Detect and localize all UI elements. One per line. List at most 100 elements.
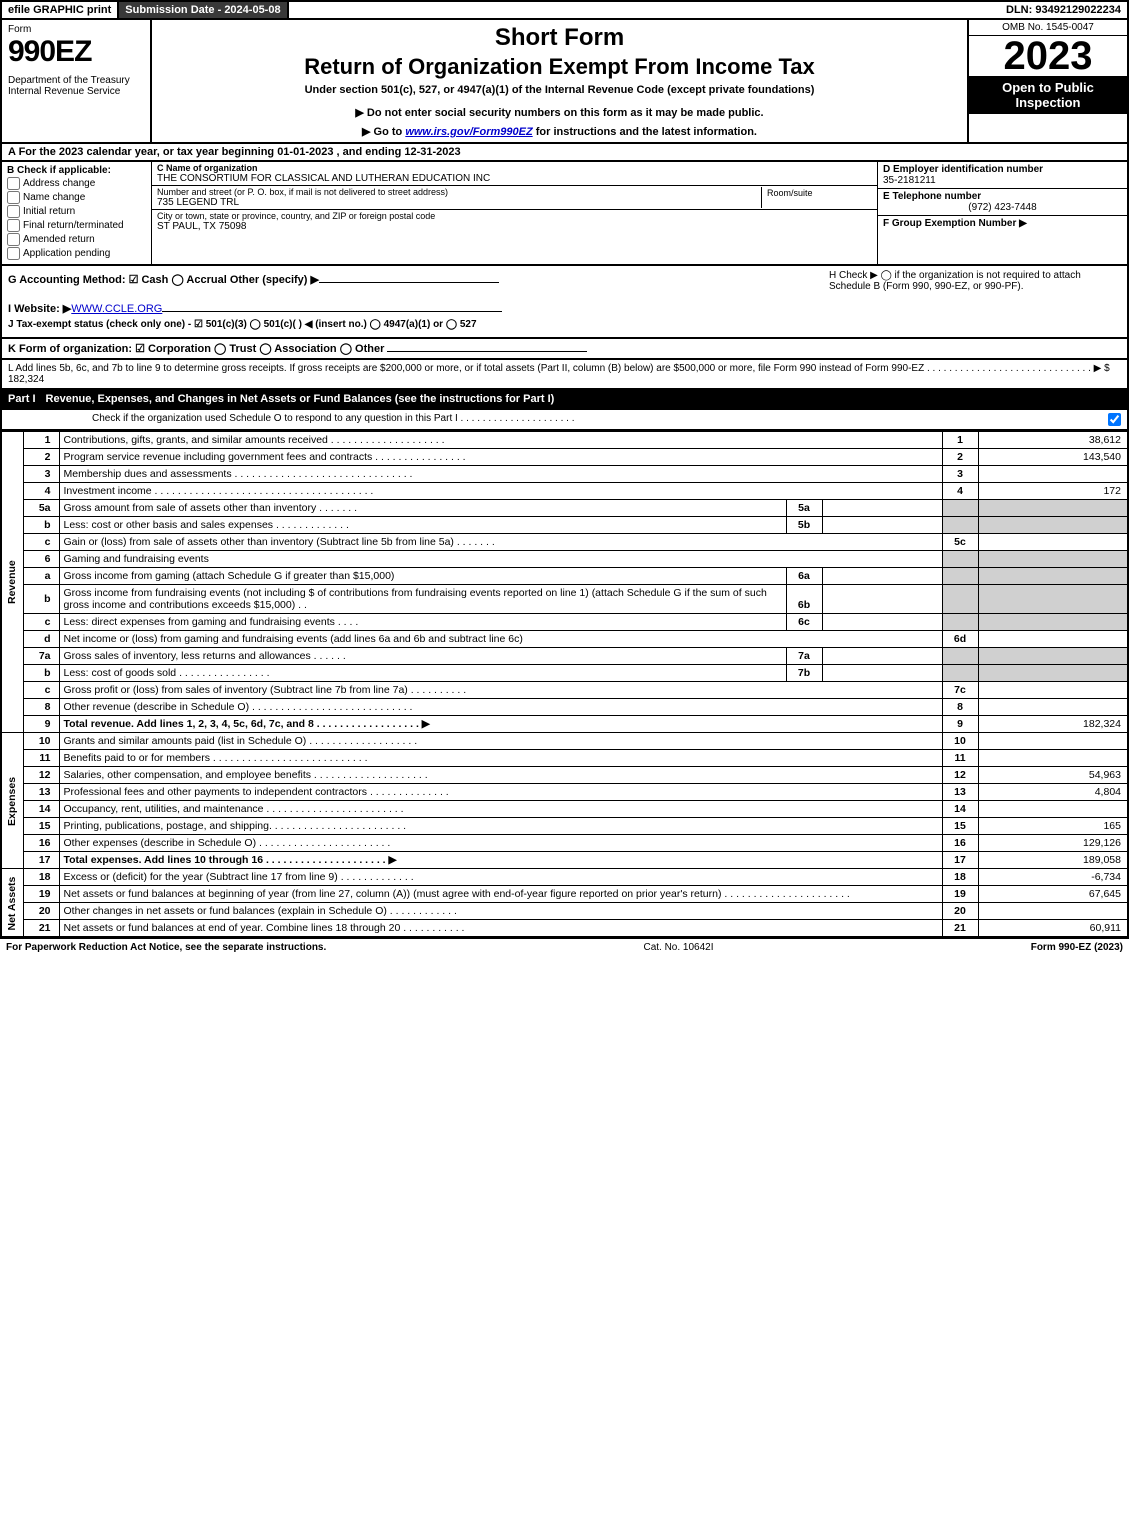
room-cell: Room/suite	[762, 187, 872, 208]
l19-val: 67,645	[978, 886, 1128, 903]
d-cell: D Employer identification number 35-2181…	[878, 162, 1127, 189]
l5b-mn: 5b	[786, 517, 822, 534]
footer-right: Form 990-EZ (2023)	[1031, 942, 1123, 953]
l5a-shv	[978, 500, 1128, 517]
form-header: Form 990EZ Department of the Treasury In…	[0, 18, 1129, 144]
l3-num: 3	[23, 466, 59, 483]
l17-b: Total expenses. Add lines 10 through 16 …	[64, 854, 397, 866]
checkbox-pending[interactable]	[7, 247, 20, 260]
footer-mid: Cat. No. 10642I	[643, 942, 713, 953]
l7c-desc: Gross profit or (loss) from sales of inv…	[59, 682, 942, 699]
l11-val	[978, 750, 1128, 767]
checkbox-final[interactable]	[7, 219, 20, 232]
checkbox-amended[interactable]	[7, 233, 20, 246]
l11-num: 11	[23, 750, 59, 767]
l6b-sh	[942, 585, 978, 614]
l10-num: 10	[23, 733, 59, 750]
l12-val: 54,963	[978, 767, 1128, 784]
check-pending[interactable]: Application pending	[7, 247, 146, 260]
line-6a: aGross income from gaming (attach Schedu…	[1, 568, 1128, 585]
line-6d: dNet income or (loss) from gaming and fu…	[1, 631, 1128, 648]
l15-desc: Printing, publications, postage, and shi…	[59, 818, 942, 835]
check-name-change[interactable]: Name change	[7, 191, 146, 204]
l6c-num: c	[23, 614, 59, 631]
part1-header: Part I Revenue, Expenses, and Changes in…	[0, 390, 1129, 410]
block-bcdef: B Check if applicable: Address change Na…	[0, 162, 1129, 266]
l6c-mn: 6c	[786, 614, 822, 631]
line-9: 9Total revenue. Add lines 1, 2, 3, 4, 5c…	[1, 716, 1128, 733]
f-label: F Group Exemption Number ▶	[883, 218, 1027, 229]
l8-rn: 8	[942, 699, 978, 716]
l6-desc: Gaming and fundraising events	[59, 551, 942, 568]
checkbox-name[interactable]	[7, 191, 20, 204]
under-section: Under section 501(c), 527, or 4947(a)(1)…	[162, 84, 957, 96]
l20-num: 20	[23, 903, 59, 920]
l13-val: 4,804	[978, 784, 1128, 801]
l6b-shv	[978, 585, 1128, 614]
part1-checkbox[interactable]	[1108, 413, 1121, 426]
l6c-mv	[822, 614, 942, 631]
dln: DLN: 93492129022234	[1000, 2, 1127, 18]
l12-rn: 12	[942, 767, 978, 784]
l4-val: 172	[978, 483, 1128, 500]
l2-desc: Program service revenue including govern…	[59, 449, 942, 466]
goto-link[interactable]: www.irs.gov/Form990EZ	[405, 126, 532, 138]
submission-date: Submission Date - 2024-05-08	[119, 2, 288, 18]
checkbox-initial[interactable]	[7, 205, 20, 218]
l5a-desc: Gross amount from sale of assets other t…	[59, 500, 786, 517]
footer: For Paperwork Reduction Act Notice, see …	[0, 938, 1129, 956]
l6a-shv	[978, 568, 1128, 585]
l5c-rn: 5c	[942, 534, 978, 551]
section-a-text: A For the 2023 calendar year, or tax yea…	[8, 146, 461, 158]
l7b-mv	[822, 665, 942, 682]
l6b-mn: 6b	[786, 585, 822, 614]
opt-1: Name change	[23, 192, 85, 203]
l16-rn: 16	[942, 835, 978, 852]
return-title: Return of Organization Exempt From Incom…	[162, 54, 957, 80]
l16-desc: Other expenses (describe in Schedule O) …	[59, 835, 942, 852]
efile-label[interactable]: efile GRAPHIC print	[2, 2, 119, 18]
l14-desc: Occupancy, rent, utilities, and maintena…	[59, 801, 942, 818]
check-amended[interactable]: Amended return	[7, 233, 146, 246]
checkbox-address[interactable]	[7, 177, 20, 190]
line-3: 3Membership dues and assessments . . . .…	[1, 466, 1128, 483]
line-6: 6Gaming and fundraising events	[1, 551, 1128, 568]
l21-desc: Net assets or fund balances at end of ye…	[59, 920, 942, 938]
line-4: 4Investment income . . . . . . . . . . .…	[1, 483, 1128, 500]
check-address-change[interactable]: Address change	[7, 177, 146, 190]
l19-rn: 19	[942, 886, 978, 903]
org-name-cell: C Name of organization THE CONSORTIUM FO…	[152, 162, 877, 186]
check-final[interactable]: Final return/terminated	[7, 219, 146, 232]
l6a-sh	[942, 568, 978, 585]
l10-rn: 10	[942, 733, 978, 750]
l1-rn: 1	[942, 432, 978, 449]
check-initial[interactable]: Initial return	[7, 205, 146, 218]
l12-desc: Salaries, other compensation, and employ…	[59, 767, 942, 784]
line-15: 15Printing, publications, postage, and s…	[1, 818, 1128, 835]
l5c-desc: Gain or (loss) from sale of assets other…	[59, 534, 942, 551]
l6a-desc: Gross income from gaming (attach Schedul…	[59, 568, 786, 585]
section-a: A For the 2023 calendar year, or tax yea…	[0, 144, 1129, 162]
line-5b: bLess: cost or other basis and sales exp…	[1, 517, 1128, 534]
l5b-desc: Less: cost or other basis and sales expe…	[59, 517, 786, 534]
line-10: Expenses 10Grants and similar amounts pa…	[1, 733, 1128, 750]
l7a-mn: 7a	[786, 648, 822, 665]
l18-desc: Excess or (deficit) for the year (Subtra…	[59, 869, 942, 886]
l15-num: 15	[23, 818, 59, 835]
l7b-desc: Less: cost of goods sold . . . . . . . .…	[59, 665, 786, 682]
l5b-sh	[942, 517, 978, 534]
header-left: Form 990EZ Department of the Treasury In…	[2, 20, 152, 142]
line-17: 17Total expenses. Add lines 10 through 1…	[1, 852, 1128, 869]
l7b-shv	[978, 665, 1128, 682]
city-cell: City or town, state or province, country…	[152, 210, 877, 233]
l15-val: 165	[978, 818, 1128, 835]
l2-rn: 2	[942, 449, 978, 466]
l6d-num: d	[23, 631, 59, 648]
website-link[interactable]: WWW.CCLE.ORG	[71, 303, 162, 315]
l1-val: 38,612	[978, 432, 1128, 449]
line-16: 16Other expenses (describe in Schedule O…	[1, 835, 1128, 852]
line-5c: cGain or (loss) from sale of assets othe…	[1, 534, 1128, 551]
top-bar: efile GRAPHIC print Submission Date - 20…	[0, 0, 1129, 18]
form-number: 990EZ	[8, 35, 144, 69]
revenue-sidelabel: Revenue	[1, 432, 23, 733]
